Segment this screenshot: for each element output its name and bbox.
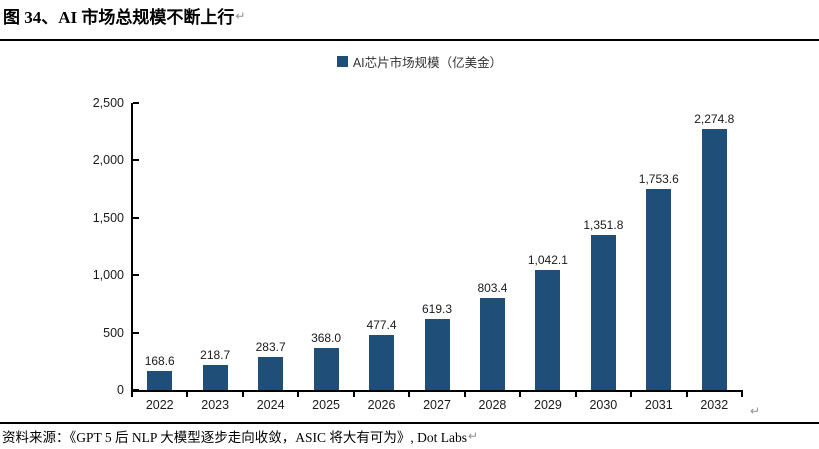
x-axis-tick — [574, 390, 577, 397]
x-axis-tick — [741, 390, 743, 397]
x-axis-tick — [463, 390, 466, 397]
x-axis-category-label: 2022 — [145, 398, 174, 412]
x-axis-category-label: 2031 — [644, 398, 673, 412]
bar — [646, 188, 672, 390]
bar-value-label: 1,351.8 — [583, 217, 624, 232]
paragraph-return-icon: ↵ — [468, 429, 479, 443]
x-axis-category-label: 2026 — [367, 398, 396, 412]
bar — [369, 335, 395, 390]
bar-value-label: 368.0 — [311, 330, 342, 345]
y-axis-tick — [133, 102, 139, 104]
x-axis-category-label: 2024 — [256, 398, 285, 412]
y-axis-tick-label: 500 — [103, 325, 124, 340]
y-axis-tick-label: 0 — [117, 383, 124, 397]
bar — [258, 357, 284, 390]
x-axis-tick — [630, 390, 633, 397]
legend-swatch-icon — [336, 56, 348, 67]
y-axis-tick-label: 1,000 — [92, 268, 124, 283]
x-axis-category-label: 2030 — [589, 398, 618, 412]
y-axis-tick — [133, 159, 139, 162]
x-axis-tick — [131, 390, 133, 397]
bar-value-label: 168.6 — [144, 353, 175, 368]
bar — [479, 297, 505, 390]
title-divider-line — [0, 39, 819, 41]
x-axis-category-label: 2028 — [478, 398, 507, 412]
bar — [590, 234, 616, 390]
x-axis-category-label: 2025 — [312, 398, 340, 412]
y-axis-line — [131, 103, 133, 392]
y-axis-tick-label: 2,500 — [92, 96, 124, 110]
source-divider-line — [0, 422, 819, 424]
paragraph-return-icon: ↵ — [235, 8, 246, 23]
source-citation: 资料来源：《GPT 5 后 NLP 大模型逐步走向收敛，ASIC 将大有可为》,… — [2, 426, 819, 446]
bar-value-label: 619.3 — [421, 301, 453, 316]
x-axis-category-label: 2027 — [423, 398, 451, 412]
y-axis-tick — [133, 331, 139, 334]
x-axis-tick — [186, 390, 189, 397]
x-axis-tick — [519, 390, 522, 397]
y-axis-tick-label: 1,500 — [92, 210, 124, 225]
bar — [535, 270, 561, 390]
y-axis-tick-label: 2,000 — [92, 153, 124, 168]
x-axis-category-label: 2032 — [700, 398, 729, 412]
bar-value-label: 283.7 — [255, 340, 286, 355]
y-axis-tick — [133, 389, 139, 391]
x-axis-line — [131, 390, 743, 392]
chart-legend: AI芯片市场规模（亿美金） — [20, 52, 819, 71]
bar — [424, 318, 450, 390]
figure-title-text: 图 34、AI 市场总规模不断上行 — [3, 8, 235, 27]
bar-value-label: 1,042.1 — [527, 253, 568, 268]
bar — [202, 364, 228, 390]
y-axis-tick — [133, 216, 139, 219]
x-axis-tick — [297, 390, 300, 397]
x-axis-category-label: 2023 — [201, 398, 230, 412]
bar-value-label: 803.4 — [477, 280, 508, 295]
x-axis-tick — [685, 390, 688, 397]
x-axis-tick — [352, 390, 355, 397]
x-axis-tick — [408, 390, 411, 397]
paragraph-return-icon: ↵ — [750, 404, 761, 418]
x-axis-tick — [241, 390, 244, 397]
bar-value-label: 1,753.6 — [638, 171, 679, 186]
bar-value-label: 218.7 — [200, 347, 231, 362]
legend-label: AI芯片市场规模（亿美金） — [352, 56, 503, 70]
x-axis-category-label: 2029 — [534, 398, 562, 412]
y-axis-tick — [133, 274, 139, 277]
bar — [313, 347, 339, 390]
bar — [701, 128, 727, 390]
figure-title: 图 34、AI 市场总规模不断上行 ↵ — [3, 3, 245, 28]
bar-value-label: 477.4 — [366, 318, 397, 333]
bar — [147, 370, 173, 390]
source-citation-text: 资料来源：《GPT 5 后 NLP 大模型逐步走向收敛，ASIC 将大有可为》,… — [2, 430, 468, 445]
bar-value-label: 2,274.8 — [694, 111, 735, 126]
